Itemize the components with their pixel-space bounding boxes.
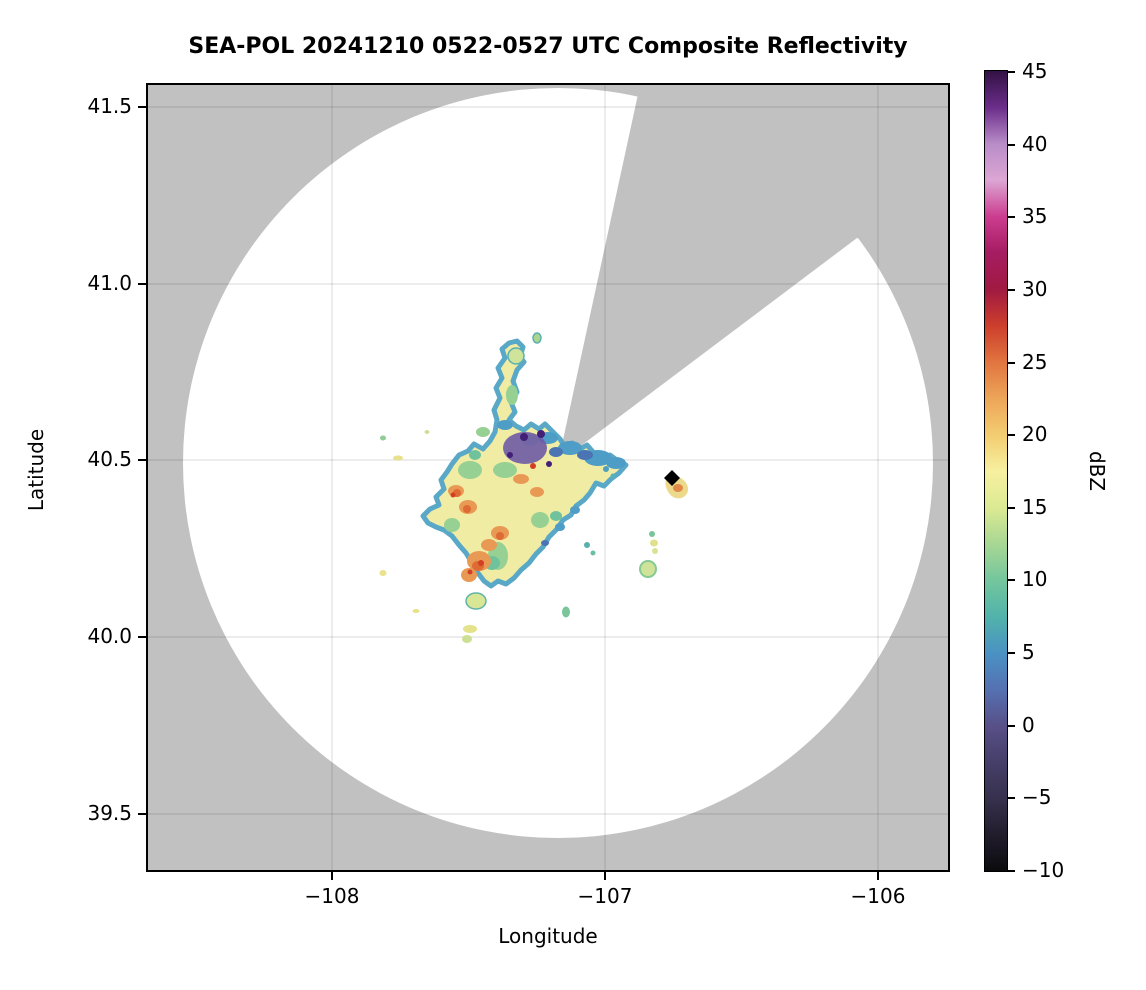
plot-area xyxy=(146,83,950,872)
x-tick-label: −108 xyxy=(304,884,360,908)
colorbar-tick xyxy=(1008,216,1015,218)
x-axis-label: Longitude xyxy=(498,924,598,948)
y-tick xyxy=(138,459,146,461)
colorbar-tick-label: −10 xyxy=(1022,858,1065,882)
colorbar-axis-label: dBZ xyxy=(1085,450,1109,492)
y-tick-label: 40.5 xyxy=(87,447,132,471)
y-tick-label: 40.0 xyxy=(87,624,132,648)
colorbar-tick xyxy=(1008,434,1015,436)
colorbar-tick-label: 15 xyxy=(1022,495,1048,519)
colorbar-tick xyxy=(1008,579,1015,581)
radar-map xyxy=(148,85,948,870)
colorbar-tick xyxy=(1008,507,1015,509)
x-tick xyxy=(877,872,879,880)
y-tick-label: 39.5 xyxy=(87,801,132,825)
y-axis-label: Latitude xyxy=(24,428,48,512)
y-tick xyxy=(138,813,146,815)
colorbar-tick-label: 10 xyxy=(1022,567,1048,591)
colorbar-tick-label: 45 xyxy=(1022,59,1048,83)
colorbar-tick-label: 40 xyxy=(1022,132,1048,156)
x-tick-label: −107 xyxy=(577,884,633,908)
site-marker-diamond xyxy=(664,470,680,486)
colorbar-tick xyxy=(1008,725,1015,727)
colorbar-tick-label: 20 xyxy=(1022,422,1048,446)
y-tick-label: 41.5 xyxy=(87,94,132,118)
colorbar-tick xyxy=(1008,71,1015,73)
colorbar-tick xyxy=(1008,362,1015,364)
colorbar-tick-label: 35 xyxy=(1022,204,1048,228)
scattered-echoes xyxy=(379,332,658,643)
colorbar xyxy=(984,70,1008,872)
colorbar-tick xyxy=(1008,797,1015,799)
colorbar-tick xyxy=(1008,652,1015,654)
x-tick-label: −106 xyxy=(850,884,906,908)
colorbar-tick-label: 5 xyxy=(1022,640,1035,664)
colorbar-tick xyxy=(1008,289,1015,291)
colorbar-tick-label: 30 xyxy=(1022,277,1048,301)
colorbar-tick-label: 25 xyxy=(1022,350,1048,374)
x-tick xyxy=(331,872,333,880)
page-title: SEA-POL 20241210 0522-0527 UTC Composite… xyxy=(188,34,908,59)
y-tick xyxy=(138,283,146,285)
masked-sector-wedge xyxy=(558,85,948,463)
y-tick-label: 41.0 xyxy=(87,271,132,295)
colorbar-tick xyxy=(1008,870,1015,872)
main-echo-cell xyxy=(420,338,629,589)
colorbar-tick xyxy=(1008,144,1015,146)
colorbar-tick-label: 0 xyxy=(1022,713,1035,737)
y-tick xyxy=(138,636,146,638)
x-tick xyxy=(604,872,606,880)
colorbar-tick-label: −5 xyxy=(1022,785,1052,809)
y-tick xyxy=(138,106,146,108)
